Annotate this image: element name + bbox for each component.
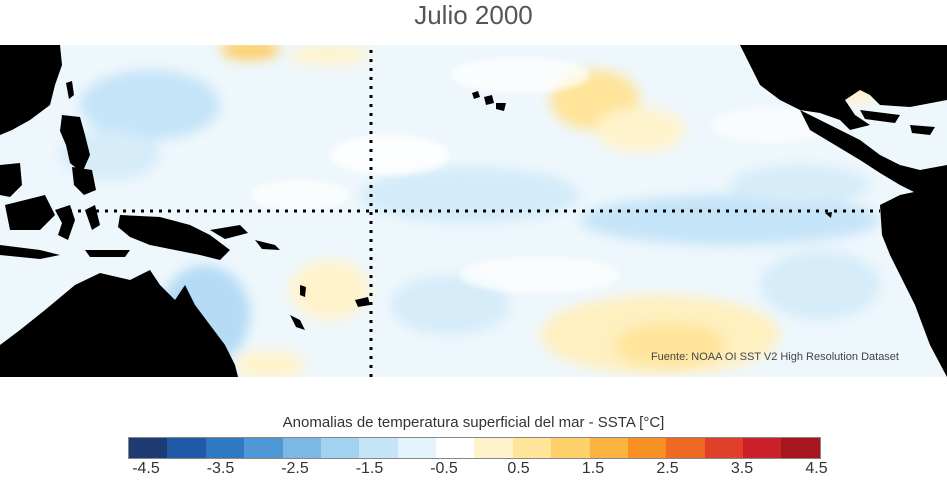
land-central-america	[740, 45, 947, 130]
colorbar-tick-label: -1.5	[355, 460, 384, 477]
colorbar-swatch	[244, 438, 283, 458]
land-vanuatu	[300, 285, 306, 297]
colorbar-swatch	[167, 438, 206, 458]
land-solomon	[255, 240, 280, 250]
white-patch-5	[710, 107, 830, 143]
land-taiwan	[66, 81, 74, 99]
colorbar-swatch	[129, 438, 168, 458]
white-patch-4	[250, 180, 350, 210]
colorbar-swatch	[436, 438, 475, 458]
land-galapagos	[825, 212, 832, 218]
colorbar-swatch	[551, 438, 590, 458]
colorbar-swatch	[666, 438, 705, 458]
colorbar-tick-label: 4.5	[805, 460, 828, 477]
warm-patch-hawaii-2	[595, 108, 685, 152]
data-source-label: Fuente: NOAA OI SST V2 High Resolution D…	[650, 351, 899, 363]
colorbar-swatch	[512, 438, 552, 458]
colorbar-swatch	[474, 438, 513, 458]
colorbar-tick-label: 0.5	[507, 460, 530, 477]
map-title: Julio 2000	[414, 0, 533, 30]
warm-patch-south-core	[615, 323, 725, 367]
cool-patch-south	[390, 275, 510, 335]
colorbar-swatch	[320, 438, 360, 458]
colorbar-ticks: -4.5 -3.5 -2.5 -1.5 -0.5 0.5 1.5 2.5 3.5 4.5	[0, 460, 947, 482]
land-philippines-south	[72, 167, 96, 195]
land-masses	[0, 45, 947, 377]
white-patch-1	[330, 135, 450, 175]
warm-patch-north-2	[290, 45, 370, 65]
colorbar-tick-label: 2.5	[656, 460, 679, 477]
cool-patch-center	[360, 167, 580, 223]
colorbar-swatch	[781, 438, 820, 458]
land-australia	[0, 270, 238, 377]
colorbar-tick-label: -4.5	[132, 460, 160, 477]
warm-patch-north	[220, 45, 280, 60]
colorbar-swatch	[704, 438, 743, 458]
colorbar-tick-label: -0.5	[430, 460, 458, 477]
ssta-map-svg	[0, 45, 947, 377]
cool-patch-east-2	[730, 165, 870, 205]
cool-patch-nw	[80, 70, 220, 140]
colorbar-label: Anomalias de temperatura superficial del…	[282, 414, 665, 431]
land-new-guinea	[118, 215, 230, 260]
colorbar-swatch	[743, 438, 782, 458]
colorbar-swatch	[205, 438, 245, 458]
cool-patch-southeast	[760, 250, 880, 320]
colorbar-tick-label: 1.5	[581, 460, 605, 477]
land-caribbean-2	[910, 125, 935, 135]
colorbar-tick-label: 3.5	[730, 460, 754, 477]
land-new-britain	[210, 225, 248, 239]
land-fiji	[355, 297, 370, 307]
land-new-caledonia	[290, 315, 305, 330]
colorbar-swatch	[359, 438, 398, 458]
colorbar	[128, 437, 821, 459]
colorbar-tick-label: -3.5	[206, 460, 235, 477]
warm-patch-fiji	[290, 260, 370, 320]
land-hawaii-2	[484, 95, 494, 105]
land-caribbean-1	[860, 110, 900, 123]
land-mexico-isthmus	[800, 110, 947, 195]
land-philippines	[60, 115, 90, 173]
white-patch-3	[460, 257, 620, 293]
white-patch-2	[450, 57, 590, 93]
warm-patch-tasman	[235, 350, 305, 377]
land-borneo	[5, 195, 55, 230]
land-hawaii-1	[472, 91, 480, 99]
land-timor	[85, 250, 130, 257]
land-java-strip	[0, 245, 60, 259]
ssta-map	[0, 45, 947, 377]
land-asia	[0, 45, 62, 135]
colorbar-swatch	[589, 438, 628, 458]
land-sulawesi	[55, 205, 75, 240]
land-south-america	[880, 185, 947, 377]
colorbar-tick-label: -2.5	[281, 460, 309, 477]
land-hawaii-3	[496, 103, 506, 111]
colorbar-swatch	[397, 438, 436, 458]
land-indochina	[0, 163, 22, 197]
colorbar-swatch	[627, 438, 667, 458]
white-patches	[250, 57, 830, 293]
cool-patch-east	[580, 195, 880, 245]
colorbar-swatch	[282, 438, 321, 458]
